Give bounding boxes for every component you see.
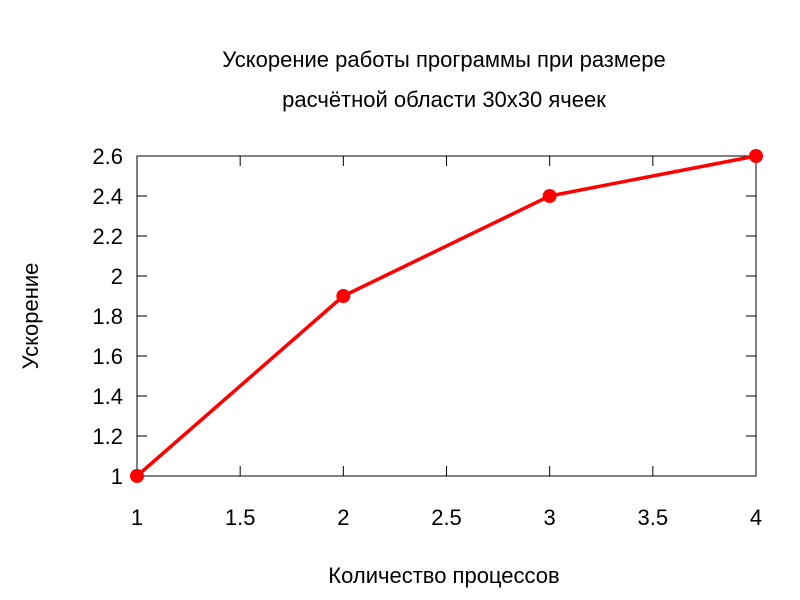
- x-axis-ticks: 1 1.5 2 2.5 3 3.5 4: [131, 156, 762, 530]
- x-tick-label: 2: [337, 505, 349, 530]
- series-line: [135, 154, 757, 478]
- y-tick-label: 2: [111, 264, 123, 289]
- y-tick-label: 1.2: [92, 424, 123, 449]
- y-axis-ticks: 1 1.2 1.4 1.6 1.8 2 2.2 2.4 2.6: [92, 144, 756, 489]
- data-point: [542, 189, 557, 203]
- plot-frame: [136, 155, 757, 477]
- chart-title-line-2: расчётной области 30x30 ячеек: [282, 87, 606, 112]
- data-point: [749, 149, 763, 163]
- x-tick-label: 3.5: [638, 505, 669, 530]
- y-tick-label: 2.6: [92, 144, 123, 169]
- y-tick-label: 2.2: [92, 224, 123, 249]
- y-tick-label: 2.4: [92, 184, 123, 209]
- x-tick-label: 4: [750, 505, 762, 530]
- data-point: [336, 289, 351, 303]
- chart-title-line-1: Ускорение работы программы при размере: [222, 47, 665, 72]
- y-axis-label: Ускорение: [18, 263, 43, 370]
- x-tick-label: 1: [131, 505, 143, 530]
- x-tick-label: 2.5: [431, 505, 462, 530]
- y-tick-label: 1: [111, 464, 123, 489]
- x-tick-label: 3: [544, 505, 556, 530]
- series-layer: [130, 149, 763, 483]
- y-tick-label: 1.6: [92, 344, 123, 369]
- y-tick-label: 1.4: [92, 384, 123, 409]
- y-tick-label: 1.8: [92, 304, 123, 329]
- x-tick-label: 1.5: [225, 505, 256, 530]
- x-axis-label: Количество процессов: [328, 563, 559, 588]
- data-point: [130, 469, 144, 483]
